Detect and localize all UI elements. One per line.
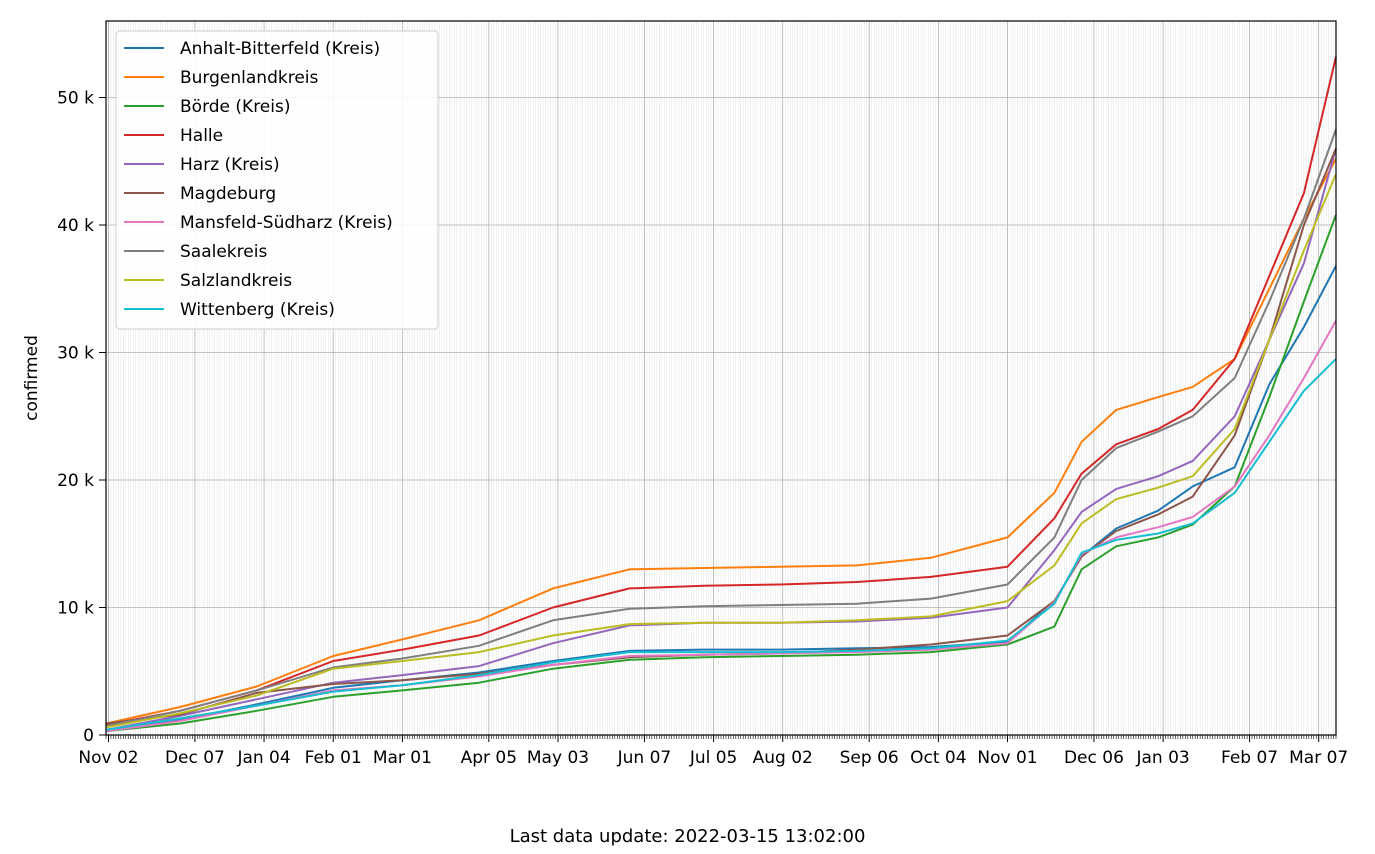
x-tick-label: Feb 01 [305,748,362,768]
x-tick-label: Jan 04 [236,748,290,768]
x-tick-label: Feb 07 [1221,748,1278,768]
y-tick-label: 30 k [57,344,94,364]
legend-label-7: Saalekreis [180,242,267,262]
last-update-text: Last data update: 2022-03-15 13:02:00 [509,826,866,847]
x-tick-label: May 03 [527,748,589,768]
legend-label-8: Salzlandkreis [180,271,292,291]
series-line-8 [105,173,1337,729]
legend-box [115,30,439,330]
x-tick-label: Sep 06 [840,748,899,768]
x-tick-label: Aug 02 [753,748,813,768]
series-line-4 [105,148,1337,731]
series-line-9 [105,358,1337,731]
legend-label-3: Halle [180,126,223,146]
x-tick-label: Apr 05 [461,748,517,768]
y-tick-label: 50 k [57,89,94,109]
x-tick-label: Dec 07 [165,748,225,768]
y-tick-label: 20 k [57,471,94,491]
plot-frame [105,20,1337,736]
y-axis-label: confirmed [22,335,42,421]
x-tick-label: Mar 01 [373,748,432,768]
x-tick-label: Nov 02 [78,748,138,768]
x-tick-label: Oct 04 [910,748,966,768]
series-line-2 [105,214,1337,733]
x-tick-label: Dec 06 [1064,748,1124,768]
y-tick-label: 10 k [57,599,94,619]
legend-label-4: Harz (Kreis) [180,155,280,175]
legend-label-2: Börde (Kreis) [180,97,290,117]
series-line-5 [105,148,1337,725]
x-tick-label: Jan 03 [1135,748,1189,768]
legend-label-9: Wittenberg (Kreis) [180,300,335,320]
legend-label-6: Mansfeld-Südharz (Kreis) [180,213,393,233]
x-tick-label: Jul 05 [689,748,738,768]
series-line-7 [105,129,1337,728]
x-tick-label: Mar 07 [1289,748,1348,768]
x-minor-ticks [105,735,1337,739]
legend-label-1: Burgenlandkreis [180,68,319,88]
y-tick-label: 40 k [57,216,94,236]
legend-label-0: Anhalt-Bitterfeld (Kreis) [180,39,380,59]
x-tick-label: Nov 01 [977,748,1037,768]
series-line-3 [105,56,1337,726]
x-tick-label: Jun 07 [617,748,672,768]
legend-label-5: Magdeburg [180,184,276,204]
series-line-1 [105,158,1337,725]
y-tick-label: 0 [83,726,94,746]
